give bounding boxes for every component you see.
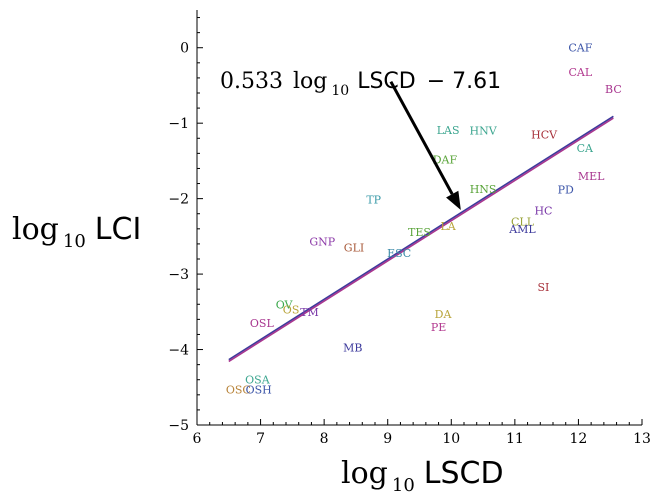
- data-point-label: HNS: [470, 183, 497, 196]
- data-point-label: CLL: [511, 215, 535, 228]
- x-tick-label: 13: [633, 431, 651, 447]
- equation-variable: LSCD: [357, 69, 416, 94]
- x-ticks: 6 7 8 9 10 11 12 13: [193, 419, 651, 447]
- data-point-label: DA: [435, 308, 453, 321]
- equation-log: log: [293, 69, 327, 94]
- y-axis-title-word: LCI: [95, 212, 142, 247]
- equation-coefficient: 0.533: [220, 69, 283, 94]
- y-ticks: 0 −1 −2 −3 −4 −5: [168, 17, 203, 434]
- data-point-label: BC: [605, 83, 622, 96]
- x-tick-label: 8: [320, 431, 329, 447]
- regression-line: [228, 117, 614, 363]
- x-tick-label: 7: [256, 431, 265, 447]
- data-point-label: HC: [534, 205, 552, 218]
- y-tick-label: −2: [168, 192, 189, 208]
- data-point-label: PD: [558, 184, 574, 197]
- data-point-label: GNP: [309, 236, 335, 249]
- data-point-label: LAS: [437, 124, 460, 137]
- data-point-label: PE: [431, 321, 446, 334]
- data-point-label: HCV: [531, 129, 558, 142]
- x-tick-label: 10: [442, 431, 460, 447]
- data-point-label: HNV: [469, 125, 497, 138]
- x-tick-label: 11: [506, 431, 524, 447]
- data-point-label: OSC: [226, 384, 251, 397]
- data-point-label: CAF: [568, 42, 592, 55]
- data-point-label: CAL: [568, 66, 592, 79]
- x-tick-label: 12: [570, 431, 588, 447]
- annotation-arrow-line: [389, 80, 454, 195]
- x-axis-title-word: LSCD: [424, 456, 504, 491]
- x-axis-title-subscript: 10: [392, 475, 415, 496]
- data-point-label: SI: [538, 281, 550, 294]
- y-tick-label: −4: [168, 343, 189, 359]
- data-point-label: OSH: [246, 384, 272, 397]
- x-tick-label: 6: [193, 431, 202, 447]
- equation-log-subscript: 10: [331, 83, 349, 99]
- data-point-label: OSA: [245, 374, 271, 387]
- data-point-label: OV: [276, 298, 294, 311]
- x-axis-title: log 10 LSCD: [341, 456, 504, 496]
- equation-intercept: − 7.61: [427, 69, 501, 94]
- y-tick-label: −1: [168, 116, 189, 132]
- svg-text:0.533 log 10: 0.533 log 10 LSCD − 7.61: [220, 69, 501, 99]
- data-point-label: MB: [343, 341, 362, 354]
- data-point-label: LA: [440, 220, 456, 233]
- data-point-label: TM: [300, 306, 319, 319]
- y-axis-title-subscript: 10: [63, 231, 86, 252]
- data-point-label: OSL: [250, 317, 275, 330]
- data-point-label: OS: [283, 304, 300, 317]
- data-point-label: DAF: [433, 153, 458, 166]
- data-point-label: TP: [366, 193, 381, 206]
- y-axis-title-log: log: [12, 212, 59, 247]
- regression-line: [228, 115, 614, 361]
- data-point-label: AML: [508, 223, 536, 236]
- data-point-labels: CAF CAL BC LAS HNV HCV CA DAF MEL HNS PD TP HCCLLAML…: [226, 42, 622, 397]
- data-point-label: ESC: [387, 247, 411, 260]
- y-tick-label: −3: [168, 267, 189, 283]
- x-axis-title-log: log: [341, 456, 388, 491]
- data-point-label: MEL: [578, 170, 605, 183]
- y-tick-label: −5: [168, 418, 189, 434]
- x-tick-label: 9: [383, 431, 392, 447]
- annotation-arrow-head: [446, 190, 461, 210]
- y-axis-title: log 10 LCI: [12, 212, 141, 252]
- y-tick-label: 0: [180, 41, 189, 57]
- data-point-label: TES: [408, 226, 431, 239]
- fit-equation-annotation: 0.533 log 10 LSCD − 7.61: [220, 69, 501, 210]
- regression-lines: [228, 115, 614, 363]
- data-point-label: CA: [577, 142, 594, 155]
- data-point-label: GLI: [344, 242, 364, 255]
- axes: 6 7 8 9 10 11 12 13 0 −1 −2 −3 −4 −5: [168, 10, 651, 447]
